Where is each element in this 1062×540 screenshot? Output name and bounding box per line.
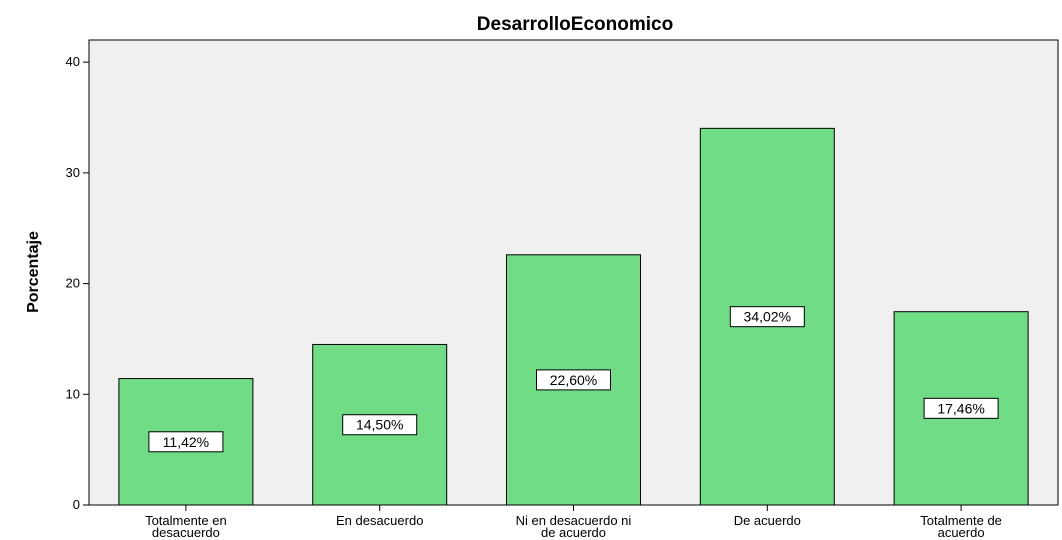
y-axis: 0 10 20 30 40 bbox=[66, 54, 89, 512]
y-axis-label: Porcentaje bbox=[25, 231, 42, 313]
y-tick-label-3: 30 bbox=[66, 165, 80, 180]
y-tick-label-2: 20 bbox=[66, 276, 80, 291]
data-label-4: 17,46% bbox=[937, 400, 984, 416]
data-label-box-2 bbox=[536, 369, 611, 391]
data-label-box-1 bbox=[342, 414, 418, 436]
data-label-3: 34,02% bbox=[744, 309, 791, 325]
data-label-2: 22,60% bbox=[550, 372, 597, 388]
data-label-box-4 bbox=[923, 397, 999, 419]
x-tick-label-2-1: de acuerdo bbox=[541, 525, 606, 540]
x-tick-label-2-0: Ni en desacuerdo ni bbox=[516, 513, 632, 528]
data-label-1: 14,50% bbox=[356, 417, 403, 433]
y-tick-label-4: 40 bbox=[66, 54, 80, 69]
data-label-box-0 bbox=[148, 431, 224, 453]
data-label-0: 11,42% bbox=[163, 434, 209, 450]
x-tick-label-4-1: acuerdo bbox=[938, 525, 985, 540]
x-tick-label-0-0: Totalmente en bbox=[145, 513, 227, 528]
chart-title: DesarrolloEconomico bbox=[477, 14, 673, 35]
x-tick-label-3-0: De acuerdo bbox=[734, 513, 801, 528]
x-tick-label-4-0: Totalmente de bbox=[920, 513, 1002, 528]
x-tick-label-0-1: desacuerdo bbox=[152, 525, 220, 540]
data-label-box-3 bbox=[729, 306, 805, 328]
y-tick-label-0: 0 bbox=[73, 497, 80, 512]
x-tick-label-1-0: En desacuerdo bbox=[336, 513, 423, 528]
y-tick-label-1: 10 bbox=[66, 386, 80, 401]
bars-group: 11,42% 14,50% 22,60% 34,02% 17,46% bbox=[118, 127, 1029, 506]
